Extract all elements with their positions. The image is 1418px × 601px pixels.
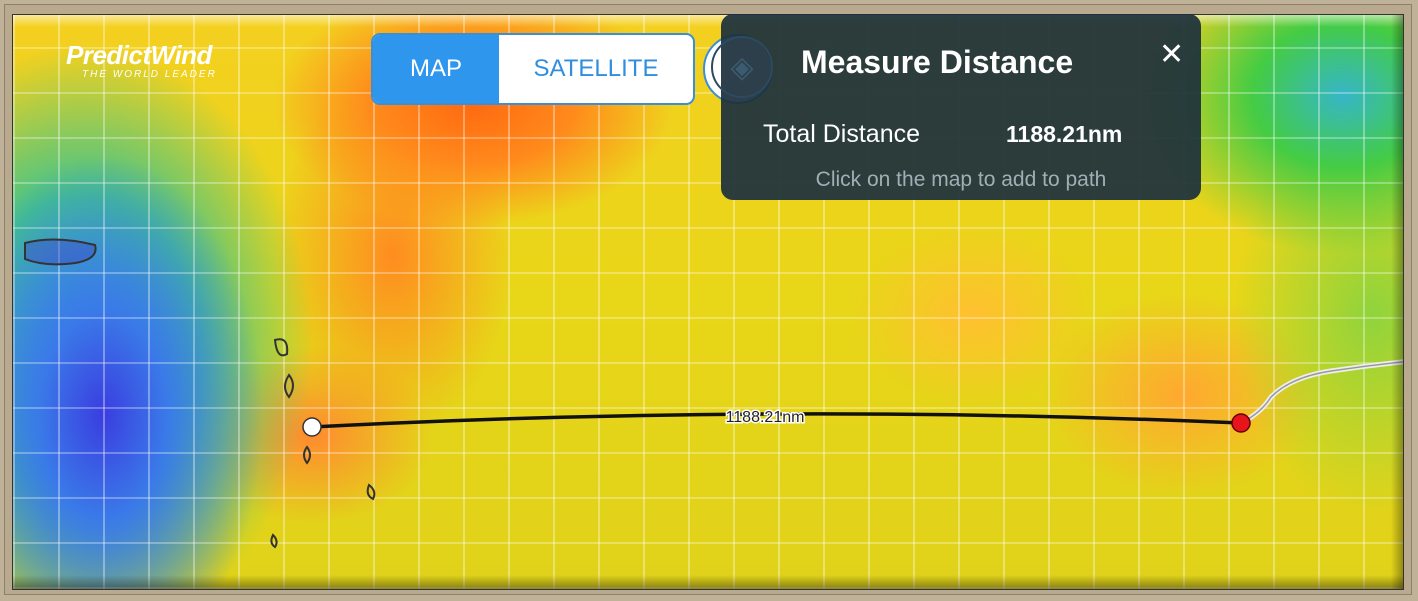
bevel xyxy=(1391,15,1403,589)
end-point xyxy=(1231,413,1251,433)
panel-title: Measure Distance xyxy=(801,44,1074,80)
predictwind-logo: PredictWind THE WORLD LEADER xyxy=(66,40,217,80)
panel-hint: Click on the map to add to path xyxy=(815,168,1107,191)
satellite-button[interactable]: SATELLITE xyxy=(533,55,659,82)
track-line xyxy=(1239,359,1403,426)
map-button[interactable]: MAP xyxy=(373,35,499,103)
island xyxy=(366,483,376,501)
island xyxy=(273,338,289,357)
close-icon[interactable]: ✕ xyxy=(1159,38,1185,71)
map-type-toggle: MAP SATELLITE xyxy=(371,33,695,105)
island xyxy=(24,238,97,266)
start-point xyxy=(302,417,322,437)
island xyxy=(303,445,311,465)
map-overlay: 1188.21nm xyxy=(24,238,1403,549)
layers-icon[interactable]: ◈ xyxy=(711,36,773,98)
measure-path xyxy=(311,412,1242,429)
bevel xyxy=(13,575,1403,589)
track-line-inner xyxy=(1240,361,1403,424)
total-distance-value: 1188.21nm xyxy=(1006,121,1123,147)
island xyxy=(284,373,294,399)
measure-distance-panel: ◈ Measure Distance ✕ Total Distance 1188… xyxy=(711,14,1201,200)
total-distance-label: Total Distance xyxy=(763,120,921,148)
island xyxy=(270,533,278,549)
route-distance-label: 1188.21nm xyxy=(726,409,805,426)
